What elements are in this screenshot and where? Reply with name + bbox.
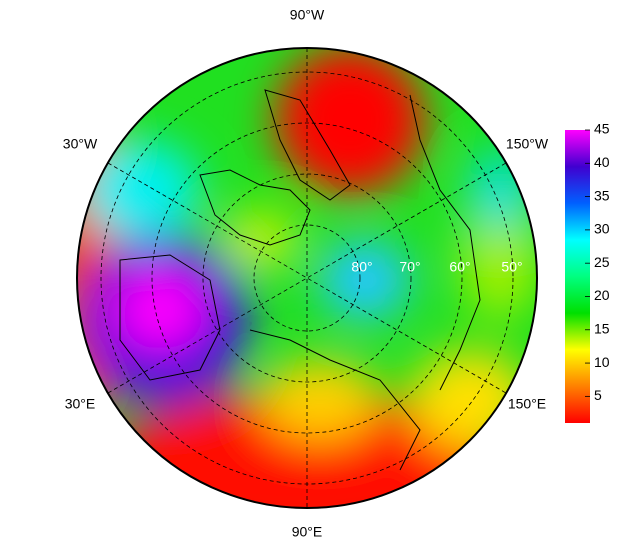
lat-label: 70°	[399, 259, 420, 275]
lon-label: 90°W	[290, 7, 325, 23]
field	[77, 48, 537, 508]
colorbar-tick-label: 10	[594, 354, 610, 370]
colorbar-tick-label: 30	[594, 221, 610, 237]
colorbar-tick-label: 15	[594, 320, 610, 336]
map-border	[76, 47, 538, 509]
lat-label: 60°	[449, 259, 470, 275]
colorbar: 5 10 15 20 25 30 35 40 45	[565, 121, 610, 423]
lat-label: 50°	[501, 259, 522, 275]
lon-label: 150°E	[508, 396, 546, 412]
lat-label: 80°	[351, 259, 372, 275]
colorbar-tick-label: 35	[594, 187, 610, 203]
coastlines	[119, 89, 481, 471]
colorbar-tick-label: 25	[594, 254, 610, 270]
colorbar-tick-label: 45	[594, 121, 610, 137]
colorbar-tick-label: 5	[594, 387, 602, 403]
colorbar-fill	[565, 130, 590, 423]
graticule	[100, 48, 514, 508]
labels: 90°W 30°W 150°W 30°E 150°E 90°E 80° 70° 60° 50°	[63, 7, 549, 540]
colorbar-tick-label: 20	[594, 287, 610, 303]
lon-label: 90°E	[292, 524, 323, 540]
lon-label: 30°W	[63, 136, 98, 152]
lon-label: 150°W	[506, 136, 549, 152]
colorbar-tick-label: 40	[594, 154, 610, 170]
lon-label: 30°E	[65, 396, 96, 412]
